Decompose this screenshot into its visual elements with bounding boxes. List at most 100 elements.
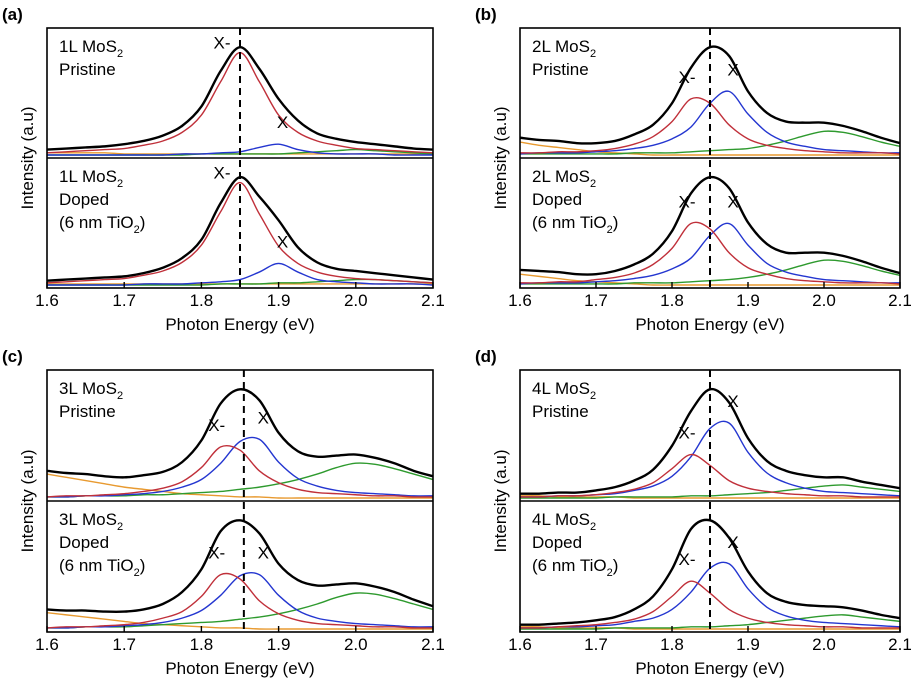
note-end: ) [613, 213, 619, 232]
sample-text: 2L MoS [532, 167, 590, 186]
x-axis-label: Photon Energy (eV) [635, 315, 784, 334]
peak-label: X [727, 533, 738, 552]
sample-subscript: 2 [590, 178, 596, 190]
note-subscript: 2 [134, 224, 140, 236]
subplot-curves [520, 387, 900, 499]
panel-label: (c) [2, 347, 23, 366]
note-label: (6 nm TiO2) [532, 556, 618, 579]
sample-subscript: 2 [117, 390, 123, 402]
x-tick-label: 1.9 [736, 291, 760, 310]
x-tick-label: 1.7 [112, 291, 136, 310]
x-tick-label: 1.7 [584, 291, 608, 310]
x-tick-label: 1.8 [660, 635, 684, 654]
spectrum-line [47, 388, 433, 479]
x-tick-label: 1.8 [660, 291, 684, 310]
x-tick-label: 1.6 [508, 635, 532, 654]
note-label: (6 nm TiO2) [59, 556, 145, 579]
condition-label: Pristine [532, 402, 589, 421]
condition-label: Pristine [59, 402, 116, 421]
peak-label: X- [208, 416, 225, 435]
sample-label: 3L MoS2 [59, 379, 123, 402]
spectrum-line [47, 473, 433, 499]
peak-label: X- [208, 544, 225, 563]
x-axis-label: Photon Energy (eV) [165, 315, 314, 334]
spectrum-line [47, 436, 433, 498]
sample-label: 2L MoS2 [532, 167, 596, 190]
x-tick-label: 1.6 [35, 291, 59, 310]
sample-subscript: 2 [590, 48, 596, 60]
peak-label: X- [214, 164, 231, 183]
x-tick-label: 1.8 [190, 291, 214, 310]
peak-label: X [727, 193, 738, 212]
panel-label: (b) [475, 5, 497, 24]
x-axis-label: Photon Energy (eV) [165, 659, 314, 678]
spectrum-line [47, 45, 433, 151]
note-text: (6 nm TiO [59, 556, 134, 575]
sample-text: 3L MoS [59, 379, 117, 398]
y-axis-label: Intensity (a.u) [18, 107, 37, 210]
spectrum-line [520, 495, 900, 499]
spectrum-line [47, 444, 433, 498]
sample-subscript: 2 [117, 48, 123, 60]
sample-text: 3L MoS [59, 510, 117, 529]
spectrum-line [47, 181, 433, 284]
sample-label: 1L MoS2 [59, 37, 123, 60]
peak-label: X [258, 544, 269, 563]
sample-subscript: 2 [117, 178, 123, 190]
spectrum-line [520, 387, 900, 495]
x-tick-label: 2.1 [421, 635, 445, 654]
peak-label: X [277, 232, 288, 251]
spectrum-line [520, 45, 900, 145]
spectrum-line [47, 462, 433, 498]
peak-label: X- [679, 424, 696, 443]
x-tick-label: 2.0 [812, 635, 836, 654]
condition-label: Doped [532, 190, 582, 209]
x-tick-label: 2.0 [344, 291, 368, 310]
subplot-curves [47, 388, 433, 499]
x-tick-label: 2.1 [888, 291, 912, 310]
sample-text: 4L MoS [532, 379, 590, 398]
x-tick-label: 2.0 [812, 291, 836, 310]
sample-label: 4L MoS2 [532, 510, 596, 533]
note-subscript: 2 [607, 224, 613, 236]
sample-text: 2L MoS [532, 37, 590, 56]
spectrum-line [47, 612, 433, 630]
sample-label: 2L MoS2 [532, 37, 596, 60]
sample-label: 4L MoS2 [532, 379, 596, 402]
spectrum-line [520, 453, 900, 498]
peak-label: X [727, 392, 738, 411]
sample-subscript: 2 [117, 521, 123, 533]
x-tick-label: 1.9 [267, 635, 291, 654]
spectrum-line [47, 572, 433, 629]
y-axis-label: Intensity (a.u) [491, 450, 510, 553]
note-text: (6 nm TiO [532, 556, 607, 575]
condition-label: Doped [59, 533, 109, 552]
peak-label: X [727, 60, 738, 79]
note-end: ) [613, 556, 619, 575]
sample-text: 1L MoS [59, 37, 117, 56]
note-text: (6 nm TiO [532, 213, 607, 232]
x-tick-label: 1.7 [112, 635, 136, 654]
note-label: (6 nm TiO2) [532, 213, 618, 236]
condition-label: Doped [59, 190, 109, 209]
x-tick-label: 2.0 [344, 635, 368, 654]
x-tick-label: 1.9 [736, 635, 760, 654]
x-tick-label: 1.9 [267, 291, 291, 310]
sample-text: 4L MoS [532, 510, 590, 529]
condition-label: Pristine [532, 60, 589, 79]
x-tick-label: 1.6 [35, 635, 59, 654]
note-end: ) [140, 556, 146, 575]
condition-label: Doped [532, 533, 582, 552]
peak-label: X- [679, 68, 696, 87]
note-subscript: 2 [607, 567, 613, 579]
x-tick-label: 2.1 [421, 291, 445, 310]
y-axis-label: Intensity (a.u) [18, 450, 37, 553]
x-tick-label: 1.7 [584, 635, 608, 654]
x-tick-label: 1.6 [508, 291, 532, 310]
note-subscript: 2 [134, 567, 140, 579]
sample-subscript: 2 [590, 390, 596, 402]
panel-label: (d) [475, 347, 497, 366]
sample-label: 3L MoS2 [59, 510, 123, 533]
